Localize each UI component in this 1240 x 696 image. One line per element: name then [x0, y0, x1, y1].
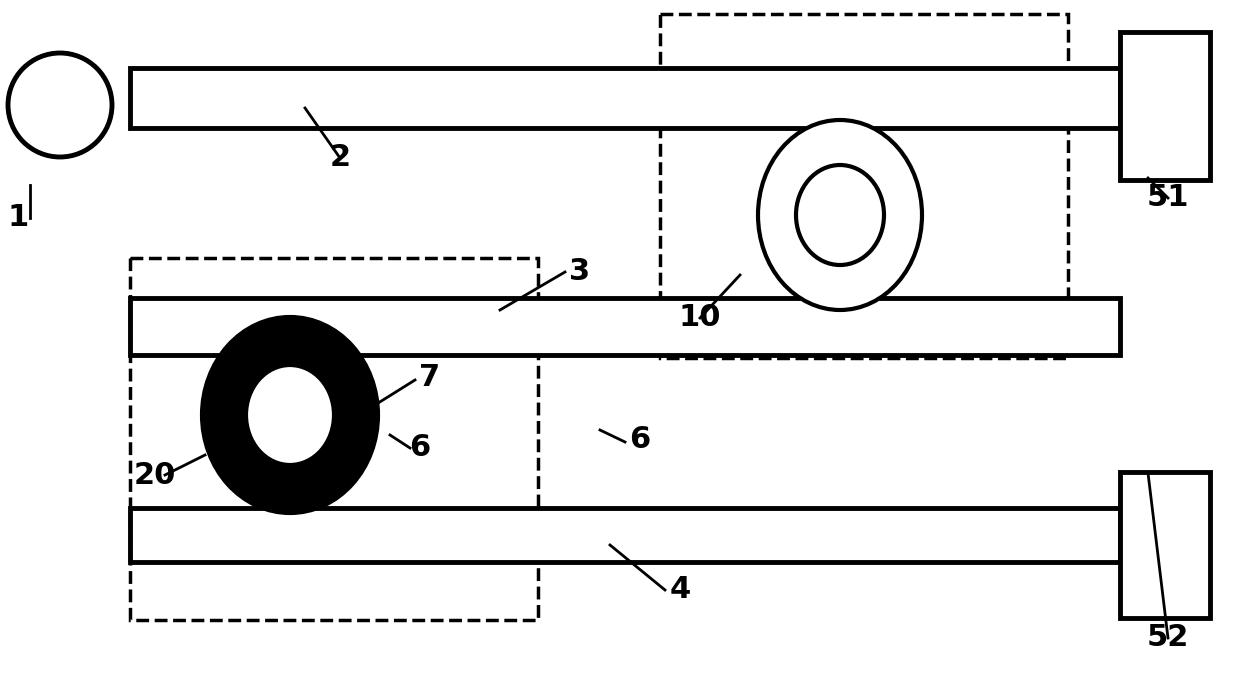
- Text: 2: 2: [330, 143, 351, 173]
- Bar: [130, 68, 1120, 128]
- Ellipse shape: [246, 365, 334, 465]
- Ellipse shape: [796, 165, 884, 265]
- Bar: [130, 508, 1120, 562]
- Bar: [130, 258, 538, 620]
- Bar: [1120, 32, 1210, 180]
- Ellipse shape: [7, 53, 112, 157]
- Text: 4: 4: [670, 576, 691, 605]
- Text: 52: 52: [1147, 624, 1189, 653]
- Text: 7: 7: [419, 363, 440, 393]
- Text: 6: 6: [630, 425, 651, 454]
- Bar: [660, 14, 1068, 358]
- Ellipse shape: [758, 120, 923, 310]
- Text: 10: 10: [678, 303, 722, 333]
- Text: 51: 51: [1147, 184, 1189, 212]
- Text: 20: 20: [134, 461, 176, 491]
- Text: 1: 1: [7, 203, 29, 232]
- Text: 6: 6: [409, 434, 430, 463]
- Bar: [130, 298, 1120, 355]
- Bar: [1120, 472, 1210, 618]
- Ellipse shape: [202, 317, 378, 513]
- Text: 3: 3: [569, 258, 590, 287]
